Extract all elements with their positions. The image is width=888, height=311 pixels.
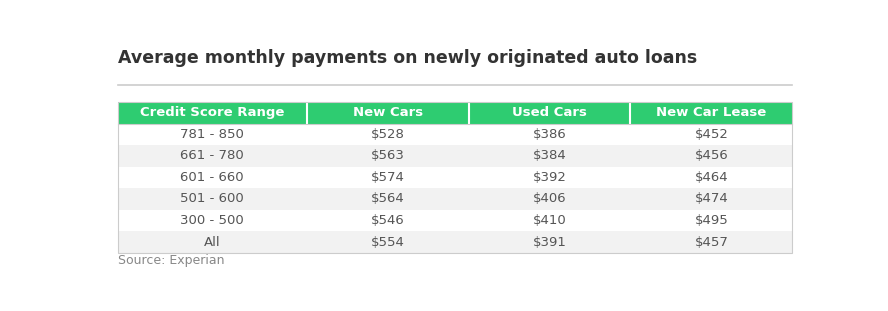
Text: $456: $456 (694, 149, 728, 162)
Text: Credit Score Range: Credit Score Range (140, 106, 284, 119)
Text: $406: $406 (533, 193, 567, 206)
Text: $528: $528 (370, 128, 405, 141)
Text: $474: $474 (694, 193, 728, 206)
FancyBboxPatch shape (118, 210, 792, 231)
FancyBboxPatch shape (118, 145, 792, 167)
FancyBboxPatch shape (118, 167, 792, 188)
Text: $384: $384 (533, 149, 567, 162)
FancyBboxPatch shape (118, 188, 792, 210)
Text: $564: $564 (371, 193, 405, 206)
FancyBboxPatch shape (118, 102, 792, 123)
Text: $554: $554 (370, 235, 405, 248)
Text: New Cars: New Cars (353, 106, 423, 119)
Text: $457: $457 (694, 235, 728, 248)
FancyBboxPatch shape (118, 123, 792, 145)
Text: $495: $495 (694, 214, 728, 227)
FancyBboxPatch shape (118, 231, 792, 253)
Text: Used Cars: Used Cars (512, 106, 587, 119)
Text: 781 - 850: 781 - 850 (180, 128, 244, 141)
Text: $464: $464 (694, 171, 728, 184)
Text: $563: $563 (370, 149, 405, 162)
Text: New Car Lease: New Car Lease (656, 106, 766, 119)
Text: $574: $574 (370, 171, 405, 184)
Text: Source: Experian: Source: Experian (118, 254, 225, 267)
Text: 300 - 500: 300 - 500 (180, 214, 244, 227)
Text: $392: $392 (533, 171, 567, 184)
Text: 501 - 600: 501 - 600 (180, 193, 244, 206)
Text: $546: $546 (371, 214, 405, 227)
Text: Average monthly payments on newly originated auto loans: Average monthly payments on newly origin… (118, 49, 697, 67)
Text: $410: $410 (533, 214, 567, 227)
Text: 661 - 780: 661 - 780 (180, 149, 244, 162)
Text: All: All (204, 235, 220, 248)
Text: $386: $386 (533, 128, 567, 141)
Text: 601 - 660: 601 - 660 (180, 171, 244, 184)
Text: $452: $452 (694, 128, 728, 141)
Text: $391: $391 (533, 235, 567, 248)
